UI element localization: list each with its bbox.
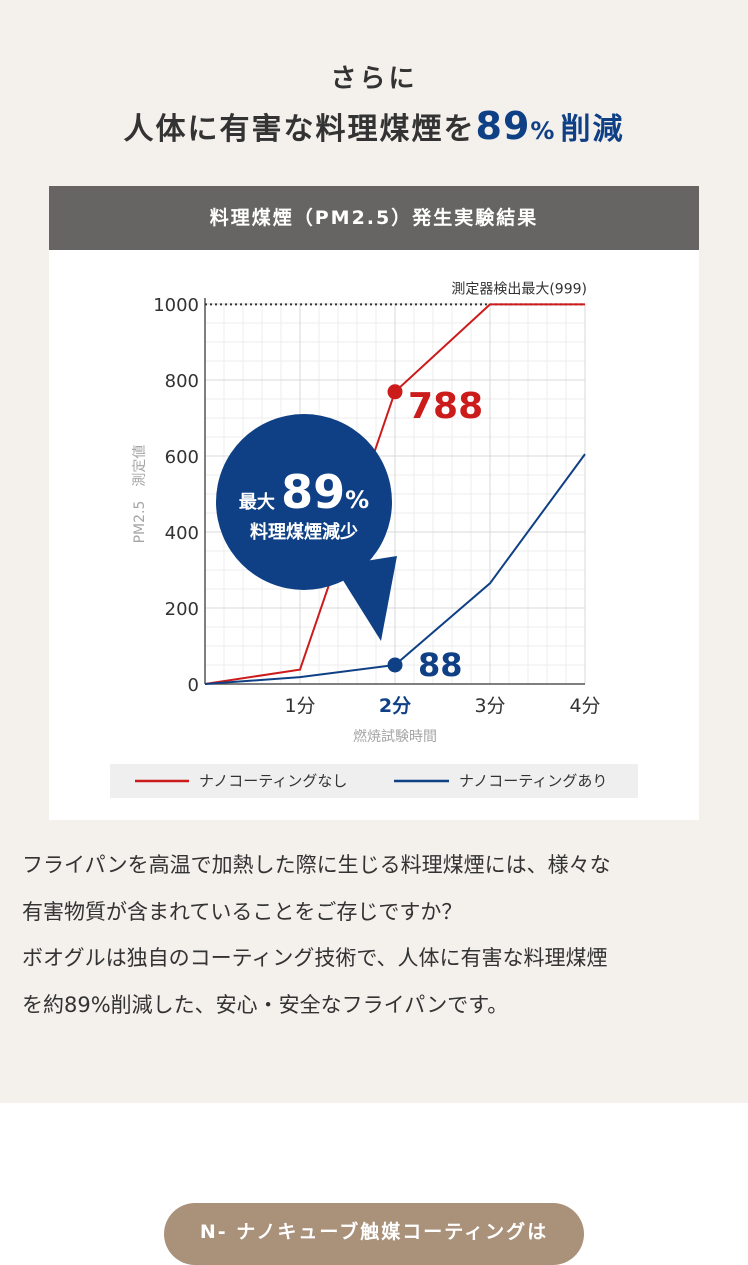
body-line: を約89%削減した、安心・安全なフライパンです。 — [22, 992, 509, 1017]
body-line: フライパンを高温で加熱した際に生じる料理煤煙には、様々な — [22, 853, 611, 877]
headline-sub: さらに — [330, 64, 418, 94]
y-tick-label: 1000 — [153, 295, 199, 316]
callout-bubble-tail — [334, 556, 397, 641]
y-tick-label: 800 — [165, 371, 199, 392]
callout-caption: 料理煤煙減少 — [250, 521, 358, 543]
x-tick-label: 1分 — [284, 695, 315, 717]
chart-card: 料理煤煙（PM2.5）発生実験結果 測定器検出最大(999) 0 200 400 600… — [49, 186, 699, 820]
body-line: ボオグルは独自のコーティング技術で、人体に有害な料理煤煙 — [22, 946, 608, 970]
callout-percent: % — [345, 486, 369, 514]
body-line: 有害物質が含まれていることをご存じですか？ — [22, 899, 463, 924]
y-tick-label: 200 — [165, 599, 199, 620]
top-section: さらに 人体に有害な料理煤煙を89% 削減 料理煤煙（PM2.5）発生実験結果 測… — [0, 0, 748, 1103]
headline-suffix: 削減 — [560, 112, 625, 147]
legend-label-without-coating: ナノコーティングなし — [199, 772, 347, 790]
legend-box — [110, 764, 638, 798]
pm25-chart: 測定器検出最大(999) 0 200 400 600 800 1000 1分 2分 3分 4分燃焼試… — [110, 281, 638, 798]
y-tick-label: 0 — [188, 675, 199, 696]
headline-percent: % — [530, 117, 557, 145]
legend-label-with-coating: ナノコーティングあり — [459, 772, 607, 790]
nano-coating-pill-button[interactable]: N- ナノキューブ触媒コーティングは — [164, 1203, 584, 1265]
x-tick-label: 4分 — [569, 695, 600, 717]
data-point-with-coating — [387, 657, 403, 673]
callout-prefix: 最大 — [239, 491, 281, 513]
y-axis-title: PM2.5 測定値 — [132, 445, 148, 544]
x-tick-label: 3分 — [474, 695, 505, 717]
callout-number: 89 — [281, 465, 345, 519]
data-label-without-coating: 788 — [408, 386, 483, 427]
y-tick-label: 400 — [165, 523, 199, 544]
detection-limit-label: 測定器検出最大(999) — [451, 281, 587, 297]
callout-headline: 最大 89% — [239, 465, 369, 519]
headline-main: 人体に有害な料理煤煙を89% 削減 — [0, 104, 748, 148]
chart-title: 料理煤煙（PM2.5）発生実験結果 — [49, 186, 699, 250]
data-point-without-coating — [387, 384, 403, 400]
data-label-with-coating: 88 — [418, 646, 463, 684]
headline-number: 89 — [475, 104, 531, 148]
callout-bubble — [216, 414, 392, 590]
y-tick-label: 600 — [165, 447, 199, 468]
x-axis-title: 燃焼試験時間 — [353, 728, 437, 745]
body-text: フライパンを高温で加熱した際に生じる料理煤煙には、様々な 有害物質が含まれている… — [22, 842, 734, 1028]
headline-prefix: 人体に有害な料理煤煙を — [123, 112, 476, 147]
x-tick-label: 2分 — [379, 695, 411, 717]
